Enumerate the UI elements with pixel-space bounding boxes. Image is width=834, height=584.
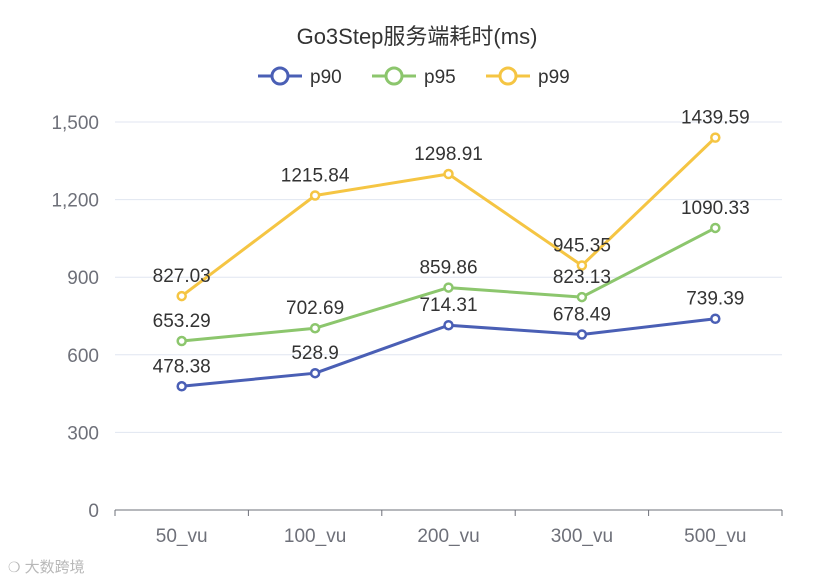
legend-label: p90 [310,67,342,88]
data-label-p90: 478.38 [153,356,211,377]
grid-lines [115,121,782,433]
data-point-p95[interactable] [710,222,721,234]
x-axis: 50_vu 100_vu 200_vu 300_vu 500_vu [114,509,783,547]
data-label-p90: 528.9 [291,343,339,364]
data-label-p90: 714.31 [419,295,477,316]
data-point-p99[interactable] [576,260,588,271]
x-tick-label: 200_vu [417,526,479,547]
data-label-p95: 653.29 [153,311,211,332]
y-axis: 0 300 600 900 1,200 1,500 [51,113,99,522]
watermark-text: 大数跨境 [24,558,85,576]
x-tick-label: 50_vu [156,526,208,547]
data-point-p90[interactable] [576,329,588,340]
legend-label: p95 [424,67,456,88]
data-point-p99[interactable] [176,290,187,302]
chart-title: Go3Step服务端耗时(ms) [297,24,538,49]
y-tick-label: 1,500 [51,113,99,134]
watermark: ❍ 大数跨境 [8,556,85,577]
legend-label: p99 [538,67,570,88]
logo-icon: ❍ [8,560,21,576]
legend-marker [270,66,290,86]
legend-marker [384,66,404,86]
data-point-p99[interactable] [443,168,454,180]
y-tick-label: 300 [67,423,99,444]
legend-marker [498,66,518,86]
data-label-p95: 1090.33 [681,198,750,219]
data-label-p90: 678.49 [553,304,611,325]
data-label-p95: 859.86 [419,258,477,279]
y-tick-label: 1,200 [51,191,99,212]
data-label-p99: 827.03 [153,266,211,287]
data-point-p95[interactable] [576,291,588,303]
data-point-p90[interactable] [309,367,321,379]
data-label-p99: 945.35 [553,235,611,256]
x-tick-label: 100_vu [284,526,346,547]
data-label-p99: 1439.59 [681,108,750,129]
data-label-p95: 702.69 [286,298,344,319]
data-point-p95[interactable] [176,335,187,347]
data-point-p90[interactable] [443,319,454,331]
legend-item-p95[interactable]: p95 [372,66,456,88]
data-point-p99[interactable] [710,132,721,143]
series-points [176,132,721,392]
x-tick-label: 300_vu [551,526,613,547]
y-tick-label: 0 [88,501,99,522]
legend-item-p99[interactable]: p99 [486,66,570,88]
y-tick-label: 900 [67,268,99,289]
data-label-p90: 739.39 [686,289,744,310]
x-tick-label: 500_vu [684,526,746,547]
data-labels: 478.38 528.9 714.31 678.49 739.39 653.29 702.6… [153,108,750,378]
data-point-p90[interactable] [176,381,187,392]
data-point-p99[interactable] [309,190,321,201]
data-point-p95[interactable] [309,322,321,334]
data-label-p95: 823.13 [553,267,611,288]
data-point-p95[interactable] [443,282,454,293]
data-label-p99: 1215.84 [281,166,350,187]
legend: p90 p95 p99 [258,66,570,88]
data-label-p99: 1298.91 [414,144,483,165]
y-tick-label: 600 [67,346,99,367]
legend-item-p90[interactable]: p90 [258,66,342,88]
data-point-p90[interactable] [710,313,721,324]
